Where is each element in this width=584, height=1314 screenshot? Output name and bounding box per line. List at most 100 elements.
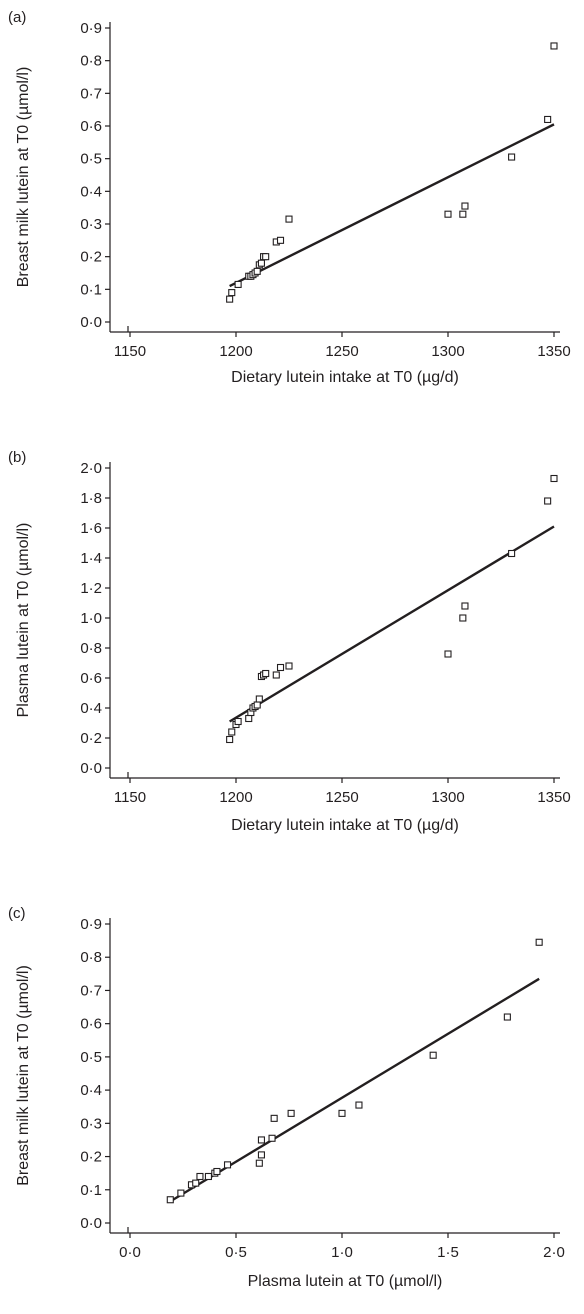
data-point <box>226 295 234 303</box>
regression-line <box>229 525 555 723</box>
data-point <box>355 1101 363 1109</box>
x-tick-label: 1150 <box>114 789 146 806</box>
data-point <box>192 1179 200 1187</box>
regression-line <box>169 977 540 1203</box>
data-point <box>177 1189 185 1197</box>
x-tick-label: 1·5 <box>437 1244 459 1261</box>
data-point <box>461 602 469 610</box>
data-point <box>276 663 285 672</box>
x-tick-label: 1·0 <box>331 1244 353 1261</box>
y-axis-title: Plasma lutein at T0 (µmol/l) <box>15 523 32 718</box>
x-axis-title: Plasma lutein at T0 (µmol/l) <box>248 1273 443 1290</box>
x-tick-label: 1350 <box>537 789 570 806</box>
y-axis-title: Breast milk lutein at T0 (µmol/l) <box>15 965 32 1186</box>
x-tick-label: 1150 <box>114 343 146 360</box>
data-point <box>226 735 234 744</box>
y-tick-label: 1·2 <box>80 580 102 597</box>
data-point <box>272 671 280 679</box>
data-point <box>257 259 265 267</box>
data-point <box>429 1051 437 1059</box>
x-tick-label: 1200 <box>219 343 252 360</box>
y-tick-label: 0·5 <box>80 151 102 168</box>
y-tick-label: 0·6 <box>80 118 102 135</box>
y-tick-label: 0·2 <box>80 730 102 747</box>
panel-c: (c) 0·0 0·1 0·2 0·3 0·4 0·5 0·6 0·7 0·8 0·9 0·0 0·5 1… <box>8 905 565 1290</box>
y-tick-label: 0·2 <box>80 249 102 266</box>
data-point <box>503 1013 511 1021</box>
data-point <box>268 1134 276 1142</box>
data-point <box>444 210 452 218</box>
data-point <box>535 938 543 946</box>
data-point <box>444 650 452 658</box>
y-tick-label: 1·8 <box>80 490 102 507</box>
y-tick-label: 1·0 <box>80 610 102 627</box>
y-tick-label: 2·0 <box>80 460 102 477</box>
data-point <box>285 662 293 670</box>
x-tick-label: 1250 <box>325 789 358 806</box>
data-point <box>262 253 270 261</box>
data-point <box>223 1161 232 1169</box>
y-tick-label: 0·7 <box>80 982 102 999</box>
y-tick-label: 0·7 <box>80 85 102 102</box>
y-tick-label: 0·2 <box>80 1149 102 1166</box>
y-tick-label: 0·6 <box>80 670 102 687</box>
x-tick-label: 1350 <box>537 343 570 360</box>
data-point <box>508 549 516 558</box>
data-point <box>257 1136 265 1144</box>
x-tick-label: 1300 <box>431 789 464 806</box>
data-point <box>285 215 293 223</box>
y-tick-label: 0·4 <box>80 1082 102 1099</box>
panel-label-a: (a) <box>8 9 26 26</box>
x-tick-label: 0·5 <box>225 1244 247 1261</box>
data-point <box>255 1159 263 1167</box>
x-tick-label: 1300 <box>431 343 464 360</box>
y-tick-label: 0·8 <box>80 53 102 70</box>
y-tick-label: 0·0 <box>80 1215 102 1232</box>
y-tick-label: 0·6 <box>80 1016 102 1033</box>
data-point <box>166 1196 174 1204</box>
regression-line <box>229 123 555 288</box>
data-point <box>196 1172 204 1181</box>
data-point <box>228 728 236 736</box>
data-point <box>544 115 552 124</box>
y-tick-label: 0·0 <box>80 314 102 331</box>
data-point <box>550 42 558 50</box>
data-point <box>270 1114 278 1122</box>
y-tick-label: 0·8 <box>80 640 102 657</box>
y-tick-label: 0·3 <box>80 1115 102 1132</box>
y-tick-label: 0·4 <box>80 700 102 717</box>
y-tick-label: 0·9 <box>80 916 102 933</box>
data-point <box>255 695 263 703</box>
y-tick-label: 0·0 <box>80 760 102 777</box>
data-point <box>253 267 261 275</box>
x-tick-label: 1250 <box>325 343 358 360</box>
data-point <box>257 1151 265 1159</box>
data-point <box>234 280 242 288</box>
y-tick-label: 0·9 <box>80 20 102 37</box>
data-point <box>245 714 253 723</box>
data-point <box>262 669 270 678</box>
panel-label-b: (b) <box>8 449 26 466</box>
data-point <box>459 614 467 622</box>
y-tick-label: 0·8 <box>80 949 102 966</box>
y-tick-label: 1·6 <box>80 520 102 537</box>
data-point <box>204 1172 212 1181</box>
data-point <box>234 717 242 726</box>
data-point <box>276 236 285 244</box>
data-point <box>459 210 467 218</box>
y-tick-label: 0·1 <box>80 281 102 298</box>
panel-a: (a) 0·0 0·1 0·2 0·3 0·4 0·5 0·6 0·7 0·8 0·9 1150 120… <box>8 9 571 386</box>
y-tick-label: 0·5 <box>80 1049 102 1066</box>
y-tick-label: 0·3 <box>80 216 102 233</box>
data-point <box>253 701 261 709</box>
data-point <box>550 474 558 483</box>
x-tick-label: 1200 <box>219 789 252 806</box>
data-point <box>228 289 236 297</box>
panel-label-c: (c) <box>8 905 26 922</box>
x-tick-label: 0·0 <box>119 1244 141 1261</box>
data-point <box>508 153 516 161</box>
data-point <box>213 1167 221 1176</box>
y-tick-label: 0·4 <box>80 183 102 200</box>
